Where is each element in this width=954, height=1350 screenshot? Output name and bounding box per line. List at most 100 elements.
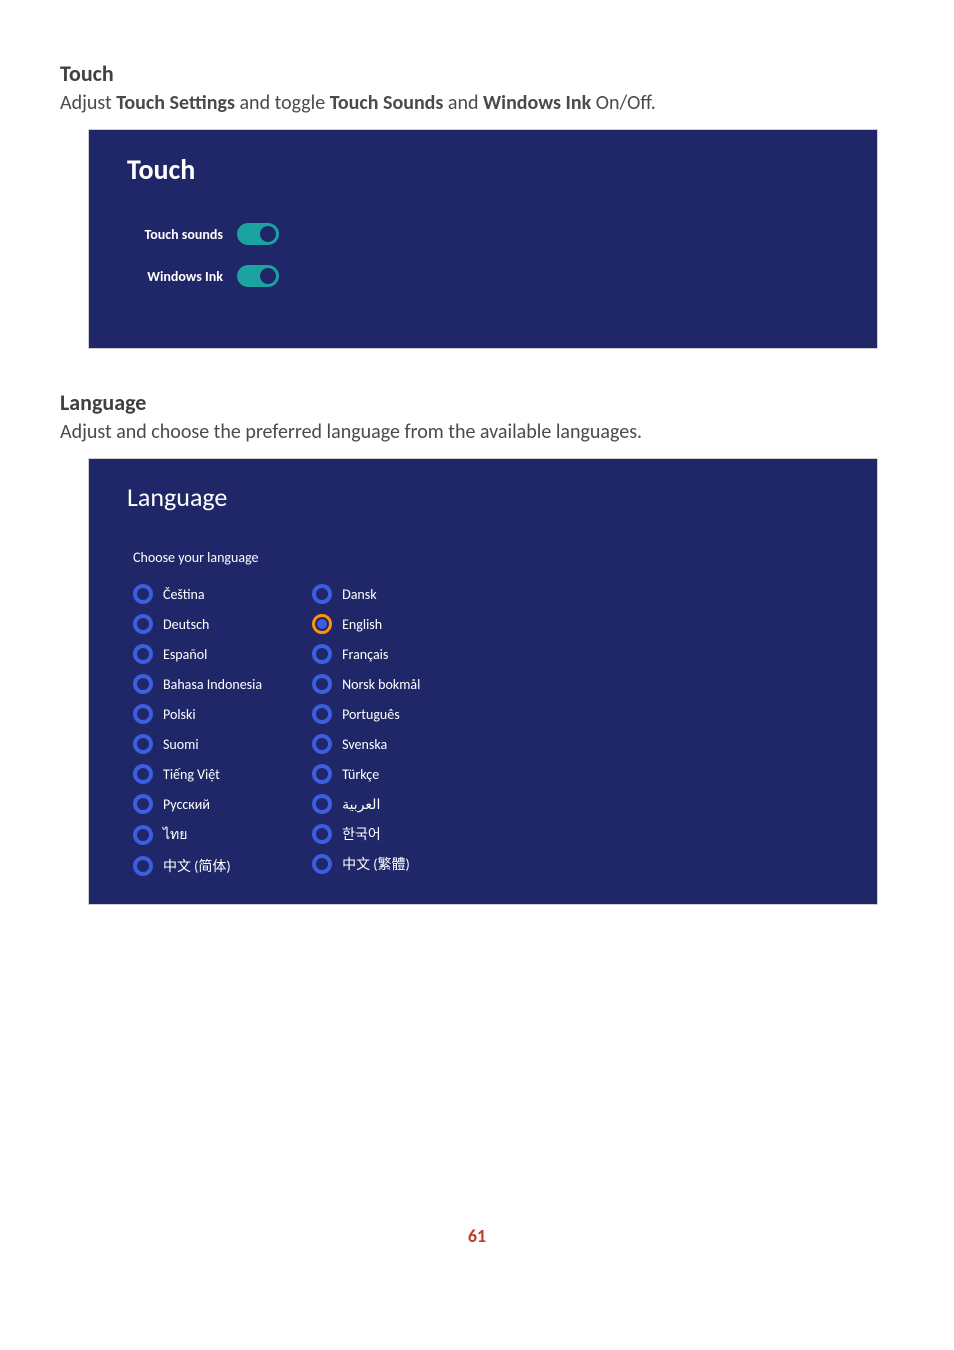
- radio-icon: [133, 734, 153, 754]
- touch-sounds-label: Touch sounds: [127, 226, 237, 243]
- language-columns: Čeština Deutsch Español Bahasa Indonesia Pol…: [133, 584, 839, 886]
- language-option[interactable]: Norsk bokmål: [312, 674, 420, 694]
- radio-icon: [133, 825, 153, 845]
- language-option[interactable]: Bahasa Indonesia: [133, 674, 262, 694]
- radio-inner-icon: [137, 829, 149, 841]
- radio-icon: [312, 614, 332, 634]
- radio-icon: [312, 854, 332, 874]
- language-option[interactable]: Português: [312, 704, 420, 724]
- language-option[interactable]: Dansk: [312, 584, 420, 604]
- radio-icon: [133, 764, 153, 784]
- language-column: Čeština Deutsch Español Bahasa Indonesia Pol…: [133, 584, 262, 886]
- windows-ink-row: Windows Ink: [127, 265, 839, 287]
- radio-icon: [312, 644, 332, 664]
- language-label: 中文 (简体): [163, 856, 231, 876]
- touch-desc-mid2: and: [443, 91, 483, 115]
- language-label: Svenska: [342, 736, 387, 753]
- touch-desc-suffix: On/Off.: [591, 91, 656, 115]
- radio-inner-icon: [316, 768, 328, 780]
- radio-inner-icon: [137, 738, 149, 750]
- language-label: Tiếng Việt: [163, 766, 220, 783]
- radio-inner-icon: [316, 708, 328, 720]
- radio-icon: [133, 674, 153, 694]
- language-column: Dansk English Français Norsk bokmål Portuguê…: [312, 584, 420, 886]
- language-label: Español: [163, 646, 207, 663]
- language-option[interactable]: Svenska: [312, 734, 420, 754]
- language-option[interactable]: العربية: [312, 794, 420, 814]
- radio-icon: [133, 614, 153, 634]
- language-heading: Language: [60, 389, 894, 416]
- radio-inner-icon: [137, 860, 149, 872]
- language-label: Bahasa Indonesia: [163, 676, 262, 693]
- touch-panel-title: Touch: [127, 152, 839, 187]
- radio-icon: [133, 794, 153, 814]
- language-option[interactable]: English: [312, 614, 420, 634]
- language-option[interactable]: Polski: [133, 704, 262, 724]
- radio-inner-icon: [316, 738, 328, 750]
- touch-desc-prefix: Adjust: [60, 91, 116, 115]
- language-label: Русский: [163, 796, 210, 813]
- touch-desc-mid: and toggle: [235, 91, 330, 115]
- touch-desc-bold3: Windows Ink: [483, 91, 591, 115]
- language-label: 中文 (繁體): [342, 854, 410, 874]
- radio-icon: [133, 584, 153, 604]
- radio-icon: [312, 584, 332, 604]
- windows-ink-label: Windows Ink: [127, 268, 237, 285]
- language-option[interactable]: 한국어: [312, 824, 420, 844]
- touch-panel: Touch Touch sounds Windows Ink: [88, 129, 878, 349]
- radio-inner-icon: [137, 708, 149, 720]
- language-option[interactable]: Türkçe: [312, 764, 420, 784]
- language-option[interactable]: ไทย: [133, 824, 262, 846]
- language-label: Suomi: [163, 736, 199, 753]
- radio-inner-icon: [137, 678, 149, 690]
- language-label: Deutsch: [163, 616, 209, 633]
- language-label: Čeština: [163, 586, 205, 603]
- touch-sounds-toggle[interactable]: [237, 223, 279, 245]
- language-option[interactable]: Русский: [133, 794, 262, 814]
- radio-icon: [312, 824, 332, 844]
- radio-icon: [312, 734, 332, 754]
- touch-desc-bold1: Touch Settings: [116, 91, 235, 115]
- radio-icon: [312, 794, 332, 814]
- language-label: Português: [342, 706, 400, 723]
- windows-ink-toggle[interactable]: [237, 265, 279, 287]
- radio-inner-icon: [316, 858, 328, 870]
- radio-icon: [312, 764, 332, 784]
- radio-inner-icon: [137, 618, 149, 630]
- language-label: Polski: [163, 706, 196, 723]
- toggle-knob-icon: [260, 226, 276, 242]
- language-option[interactable]: Français: [312, 644, 420, 664]
- language-option[interactable]: 中文 (简体): [133, 856, 262, 876]
- radio-inner-icon: [137, 588, 149, 600]
- language-option[interactable]: Español: [133, 644, 262, 664]
- language-option[interactable]: Deutsch: [133, 614, 262, 634]
- language-label: Türkçe: [342, 766, 379, 783]
- language-label: Dansk: [342, 586, 377, 603]
- radio-icon: [133, 644, 153, 664]
- language-label: العربية: [342, 796, 380, 813]
- language-label: Français: [342, 646, 388, 663]
- radio-icon: [133, 704, 153, 724]
- page-number: 61: [60, 1225, 894, 1247]
- language-label: 한국어: [342, 824, 381, 844]
- radio-icon: [312, 674, 332, 694]
- touch-desc-bold2: Touch Sounds: [330, 91, 444, 115]
- radio-icon: [312, 704, 332, 724]
- language-subtitle: Choose your language: [133, 549, 839, 566]
- touch-sounds-row: Touch sounds: [127, 223, 839, 245]
- language-option[interactable]: Suomi: [133, 734, 262, 754]
- radio-inner-icon: [317, 619, 327, 629]
- language-option[interactable]: Tiếng Việt: [133, 764, 262, 784]
- radio-inner-icon: [137, 798, 149, 810]
- language-option[interactable]: Čeština: [133, 584, 262, 604]
- radio-inner-icon: [137, 648, 149, 660]
- language-desc: Adjust and choose the preferred language…: [60, 420, 894, 444]
- language-label: English: [342, 616, 382, 633]
- language-label: ไทย: [163, 824, 187, 846]
- radio-inner-icon: [137, 768, 149, 780]
- radio-inner-icon: [316, 798, 328, 810]
- touch-heading: Touch: [60, 60, 894, 87]
- language-option[interactable]: 中文 (繁體): [312, 854, 420, 874]
- language-panel-title: Language: [127, 481, 839, 513]
- radio-icon: [133, 856, 153, 876]
